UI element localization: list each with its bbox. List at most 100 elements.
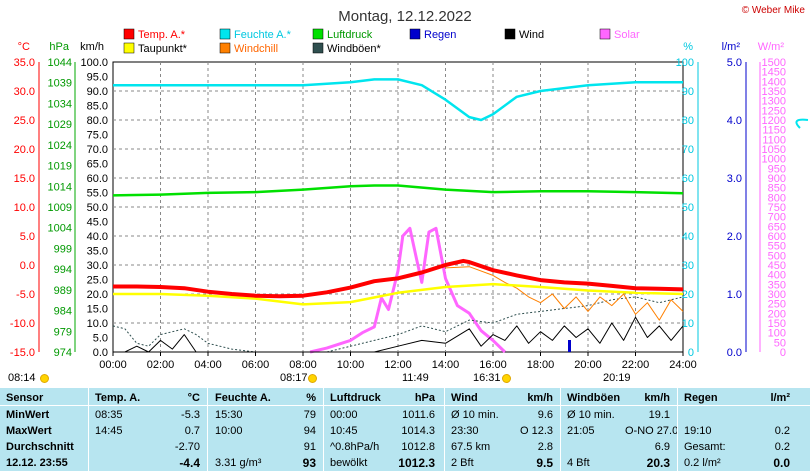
x-axis: 00:00 02:00 04:00 06:00 08:00 10:00 12:00 14:00… bbox=[99, 352, 697, 371]
wind-unit: km/h bbox=[80, 41, 104, 53]
legend-label: Windchill bbox=[234, 43, 278, 55]
x-tick-label: 00:00 bbox=[99, 359, 127, 371]
series-temp-a bbox=[113, 258, 684, 299]
wind-tick-label: 20.0 bbox=[87, 289, 108, 301]
x-tick-label: 06:00 bbox=[242, 359, 270, 371]
table-cell: 67.5 km bbox=[451, 441, 491, 453]
temp-tick-label: -10.0 bbox=[10, 318, 35, 330]
solar-tick-label: 750 bbox=[768, 202, 786, 214]
series-solar bbox=[309, 226, 506, 354]
header-sensor: Sensor bbox=[6, 392, 44, 404]
solar-tick-label: 500 bbox=[768, 250, 786, 262]
wind-tick-label: 45.0 bbox=[87, 217, 108, 229]
table-cell: 0.2 bbox=[774, 441, 790, 453]
solar-tick-label: 1000 bbox=[762, 154, 786, 166]
x-tick-label: 18:00 bbox=[527, 359, 555, 371]
table-cell: 14:45 bbox=[95, 425, 123, 437]
legend: Temp. A.* Feuchte A.* Luftdruck Regen Wind So… bbox=[123, 28, 640, 55]
table-cell: -4.4 bbox=[179, 456, 200, 470]
solar-tick-label: 1050 bbox=[762, 144, 786, 156]
weather-chart: Montag, 12.12.2022 © Weber Mike Temp. A.… bbox=[10, 5, 809, 371]
series-windb-en bbox=[112, 296, 684, 353]
solar-tick-label: 200 bbox=[768, 308, 786, 320]
sun-time-4: 20:19 bbox=[603, 372, 631, 384]
table-cell: 4 Bft bbox=[567, 457, 590, 469]
wind-tick-label: 10.0 bbox=[87, 318, 108, 330]
series-feuchte-a bbox=[113, 78, 683, 122]
press-tick-label: 1044 bbox=[48, 57, 72, 69]
wind-tick-label: 5.0 bbox=[93, 333, 108, 345]
hum-tick-label: 100 bbox=[676, 57, 694, 69]
wind-tick-label: 30.0 bbox=[87, 260, 108, 272]
wind-tick-label: 70.0 bbox=[87, 144, 108, 156]
table-cell: Gesamt: bbox=[684, 441, 726, 453]
sun-time-3: 16:31 bbox=[473, 372, 501, 384]
hum-tick-label: 60 bbox=[682, 173, 694, 185]
table-cell: 2 Bft bbox=[451, 457, 474, 469]
press-tick-label: 994 bbox=[54, 264, 72, 276]
rain-tick-label: 1.0 bbox=[727, 289, 742, 301]
wind-tick-label: 80.0 bbox=[87, 115, 108, 127]
wind-tick-label: 60.0 bbox=[87, 173, 108, 185]
table-cell: 1011.6 bbox=[402, 409, 435, 421]
legend-label: Wind bbox=[519, 29, 544, 41]
solar-tick-label: 650 bbox=[768, 221, 786, 233]
press-tick-label: 1014 bbox=[48, 181, 72, 193]
wind-tick-label: 15.0 bbox=[87, 304, 108, 316]
solar-tick-label: 1200 bbox=[762, 115, 786, 127]
press-tick-label: 1019 bbox=[48, 161, 72, 173]
table-cell: 1012.3 bbox=[398, 456, 435, 470]
table-cell: Ø 10 min. bbox=[567, 409, 615, 421]
table-cell: 0.2 bbox=[774, 425, 790, 437]
header-rain-unit: l/m² bbox=[770, 392, 790, 404]
x-tick-label: 14:00 bbox=[432, 359, 460, 371]
table-cell: 23:30 bbox=[451, 425, 479, 437]
solar-tick-label: 300 bbox=[768, 289, 786, 301]
temp-tick-label: 25.0 bbox=[14, 115, 35, 127]
table-cell: 79 bbox=[303, 409, 316, 421]
sun-time-1: 08:17 bbox=[280, 372, 308, 384]
table-cell: 6.9 bbox=[654, 441, 670, 453]
sun-icon bbox=[308, 374, 317, 383]
rain-tick-label: 5.0 bbox=[727, 57, 742, 69]
table-cell: 9.6 bbox=[537, 409, 553, 421]
hum-tick-label: 70 bbox=[682, 144, 694, 156]
legend-swatch bbox=[599, 28, 611, 40]
solar-tick-label: 700 bbox=[768, 212, 786, 224]
table-cell: bewölkt bbox=[330, 457, 368, 469]
solar-tick-label: 250 bbox=[768, 299, 786, 311]
header-wind-unit: km/h bbox=[527, 392, 553, 404]
rain-bars bbox=[568, 340, 571, 352]
wind-tick-label: 95.0 bbox=[87, 72, 108, 84]
temp-tick-label: -5.0 bbox=[16, 289, 35, 301]
wind-tick-label: 100.0 bbox=[80, 57, 108, 69]
table-cell: 19:10 bbox=[684, 425, 712, 437]
solar-unit: W/m² bbox=[758, 41, 785, 53]
solar-tick-label: 350 bbox=[768, 279, 786, 291]
solar-tick-label: 1450 bbox=[762, 67, 786, 79]
press-tick-label: 1029 bbox=[48, 119, 72, 131]
press-tick-label: 989 bbox=[54, 285, 72, 297]
press-tick-label: 979 bbox=[54, 326, 72, 338]
wind-tick-label: 25.0 bbox=[87, 275, 108, 287]
header-hum: Feuchte A. bbox=[215, 392, 271, 404]
legend-swatch bbox=[219, 28, 231, 40]
temp-tick-label: 20.0 bbox=[14, 144, 35, 156]
legend-label: Feuchte A.* bbox=[234, 29, 292, 41]
press-tick-label: 974 bbox=[54, 347, 72, 359]
temp-unit: °C bbox=[18, 41, 30, 53]
hum-tick-label: 10 bbox=[682, 318, 694, 330]
wind-tick-label: 65.0 bbox=[87, 159, 108, 171]
wind-tick-label: 0.0 bbox=[93, 347, 108, 359]
table-cell: ^0.8hPa/h bbox=[330, 441, 380, 453]
solar-tick-label: 400 bbox=[768, 270, 786, 282]
x-tick-label: 12:00 bbox=[384, 359, 412, 371]
axis-units: °C hPa km/h % l/m² W/m² bbox=[18, 41, 785, 53]
humidity-edge-mark bbox=[795, 118, 809, 129]
sunrise-time: 08:14 bbox=[8, 372, 36, 384]
solar-tick-label: 900 bbox=[768, 173, 786, 185]
x-tick-label: 04:00 bbox=[194, 359, 222, 371]
table-cell: 0.7 bbox=[184, 425, 200, 437]
rain-tick-label: 3.0 bbox=[727, 173, 742, 185]
wind-tick-label: 75.0 bbox=[87, 130, 108, 142]
